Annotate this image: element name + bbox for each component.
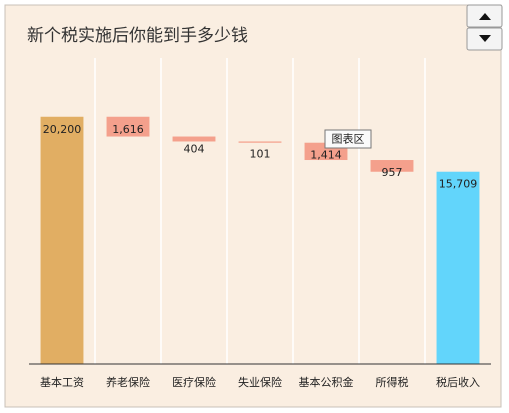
up-arrow (479, 13, 491, 20)
down-arrow (479, 35, 491, 42)
data-label: 101 (250, 147, 271, 160)
x-tick-label: 医疗保险 (172, 375, 216, 389)
chart-title: 新个税实施后你能到手多少钱 (27, 26, 248, 46)
tooltip: 图表区 (324, 129, 372, 149)
x-tick-label: 失业保险 (238, 375, 282, 389)
scroll-down[interactable] (466, 27, 503, 51)
x-tick-label: 基本公积金 (299, 375, 354, 389)
x-tick-label: 养老保险 (106, 375, 150, 389)
x-tick-label: 基本工资 (40, 375, 84, 389)
x-tick-label: 所得税 (376, 375, 409, 389)
scroll-up[interactable] (466, 4, 503, 28)
bar (370, 160, 414, 172)
chart-area[interactable] (4, 4, 502, 408)
bar (172, 136, 216, 142)
x-tick-label: 税后收入 (436, 375, 480, 389)
bar (238, 141, 282, 143)
bar (106, 116, 150, 137)
tooltip-box (324, 129, 372, 149)
bar (40, 116, 84, 364)
data-label: 20,200 (43, 123, 82, 136)
data-label: 404 (184, 143, 205, 156)
bar (436, 171, 480, 364)
data-label: 957 (382, 166, 403, 179)
data-label: 15,709 (439, 178, 478, 191)
data-label: 1,414 (310, 149, 342, 162)
tooltip-text: 图表区 (332, 132, 365, 146)
data-label: 1,616 (112, 123, 144, 136)
